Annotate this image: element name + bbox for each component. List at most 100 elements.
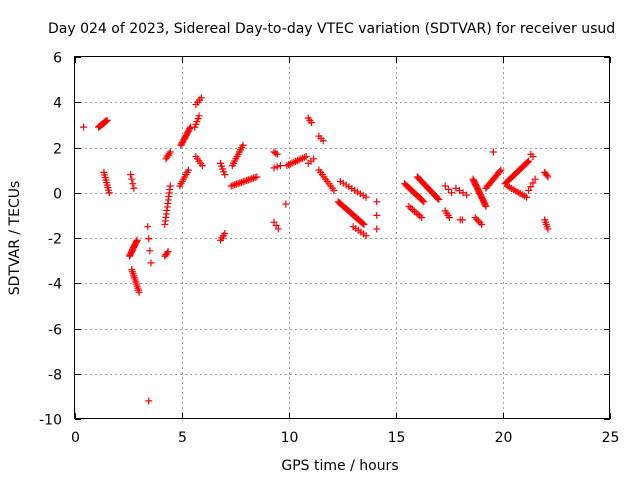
data-point bbox=[481, 201, 489, 209]
data-point bbox=[441, 182, 449, 190]
data-point bbox=[243, 177, 251, 185]
data-point bbox=[362, 193, 370, 201]
data-point bbox=[276, 162, 284, 170]
data-point bbox=[231, 181, 239, 189]
data-point bbox=[529, 153, 537, 161]
data-point bbox=[523, 193, 531, 201]
data-point bbox=[455, 186, 463, 194]
data-point bbox=[471, 214, 479, 222]
data-point bbox=[527, 183, 535, 191]
data-point bbox=[420, 198, 428, 206]
data-point bbox=[239, 141, 247, 149]
data-point bbox=[198, 162, 206, 170]
data-point bbox=[145, 235, 153, 243]
data-point bbox=[237, 178, 245, 186]
data-point bbox=[543, 171, 551, 179]
data-point bbox=[103, 116, 111, 124]
y-tick-label: 0 bbox=[53, 187, 62, 203]
x-tick-label: 25 bbox=[602, 430, 620, 446]
y-axis-label: SDTVAR / TECUs bbox=[7, 181, 23, 296]
data-point bbox=[446, 214, 453, 222]
chart-title: Day 024 of 2023, Sidereal Day-to-day VTE… bbox=[48, 21, 615, 37]
data-point bbox=[248, 175, 256, 183]
data-point bbox=[412, 209, 420, 217]
data-point bbox=[163, 249, 171, 257]
x-axis-label: GPS time / hours bbox=[281, 458, 398, 474]
data-point bbox=[459, 189, 467, 197]
data-point bbox=[227, 182, 235, 190]
data-point bbox=[544, 173, 552, 181]
y-tick-label: -6 bbox=[48, 323, 62, 339]
y-tick-label: 6 bbox=[53, 51, 62, 67]
data-point bbox=[251, 174, 259, 182]
data-point bbox=[414, 210, 422, 218]
data-point bbox=[272, 149, 280, 157]
data-point bbox=[419, 197, 427, 205]
data-point bbox=[476, 219, 484, 227]
data-point bbox=[405, 202, 413, 210]
tick-layer bbox=[75, 57, 611, 420]
x-tick-label: 20 bbox=[495, 430, 513, 446]
data-point bbox=[330, 186, 338, 194]
data-point bbox=[482, 202, 490, 210]
data-point bbox=[129, 180, 137, 188]
data-point bbox=[186, 125, 194, 133]
data-point bbox=[463, 191, 471, 199]
data-point bbox=[474, 217, 482, 225]
data-point bbox=[319, 137, 327, 145]
data-point bbox=[524, 158, 532, 166]
data-point bbox=[416, 212, 424, 220]
data-point bbox=[229, 181, 237, 189]
data-point bbox=[128, 175, 136, 183]
data-point bbox=[145, 397, 153, 405]
data-point bbox=[478, 220, 486, 228]
data-point bbox=[273, 150, 281, 158]
data-point bbox=[452, 184, 460, 192]
data-point bbox=[529, 179, 537, 187]
data-point bbox=[164, 248, 172, 256]
data-point bbox=[458, 216, 466, 224]
data-point bbox=[105, 189, 113, 197]
data-point bbox=[221, 171, 229, 179]
data-point bbox=[234, 180, 242, 188]
data-point bbox=[165, 150, 173, 158]
data-point bbox=[473, 215, 481, 223]
x-tick-label: 10 bbox=[281, 430, 299, 446]
grid-layer bbox=[75, 57, 610, 419]
data-point bbox=[127, 171, 135, 179]
x-tick-label: 5 bbox=[178, 430, 187, 446]
data-point bbox=[360, 220, 368, 228]
data-point bbox=[273, 163, 281, 171]
x-tick-label: 0 bbox=[71, 430, 80, 446]
data-point bbox=[418, 214, 426, 222]
data-point bbox=[410, 207, 418, 215]
data-point bbox=[448, 189, 456, 197]
data-point bbox=[236, 179, 244, 187]
data-point bbox=[359, 220, 367, 228]
data-point bbox=[244, 176, 252, 184]
data-point bbox=[525, 157, 533, 165]
data-point bbox=[373, 211, 381, 219]
data-point bbox=[249, 174, 257, 182]
y-tick-labels: -10 -8 -6 -4 -2 0 2 4 6 bbox=[39, 51, 62, 429]
data-point bbox=[407, 204, 415, 212]
data-point bbox=[525, 186, 533, 194]
data-point bbox=[307, 119, 315, 127]
x-tick-label: 15 bbox=[388, 430, 406, 446]
data-point bbox=[232, 180, 240, 188]
data-point bbox=[435, 196, 443, 204]
data-point bbox=[246, 175, 254, 183]
data-point bbox=[135, 288, 143, 296]
data-point bbox=[444, 185, 452, 193]
data-point bbox=[197, 94, 205, 102]
data-point bbox=[166, 182, 174, 190]
data-point bbox=[496, 168, 504, 176]
data-point bbox=[274, 225, 282, 233]
data-point bbox=[531, 175, 539, 183]
plot-frame bbox=[74, 56, 610, 419]
y-tick-label: -10 bbox=[39, 413, 62, 429]
data-point bbox=[184, 166, 192, 174]
data-point bbox=[239, 178, 247, 186]
data-point bbox=[195, 112, 203, 120]
data-point bbox=[373, 225, 381, 233]
